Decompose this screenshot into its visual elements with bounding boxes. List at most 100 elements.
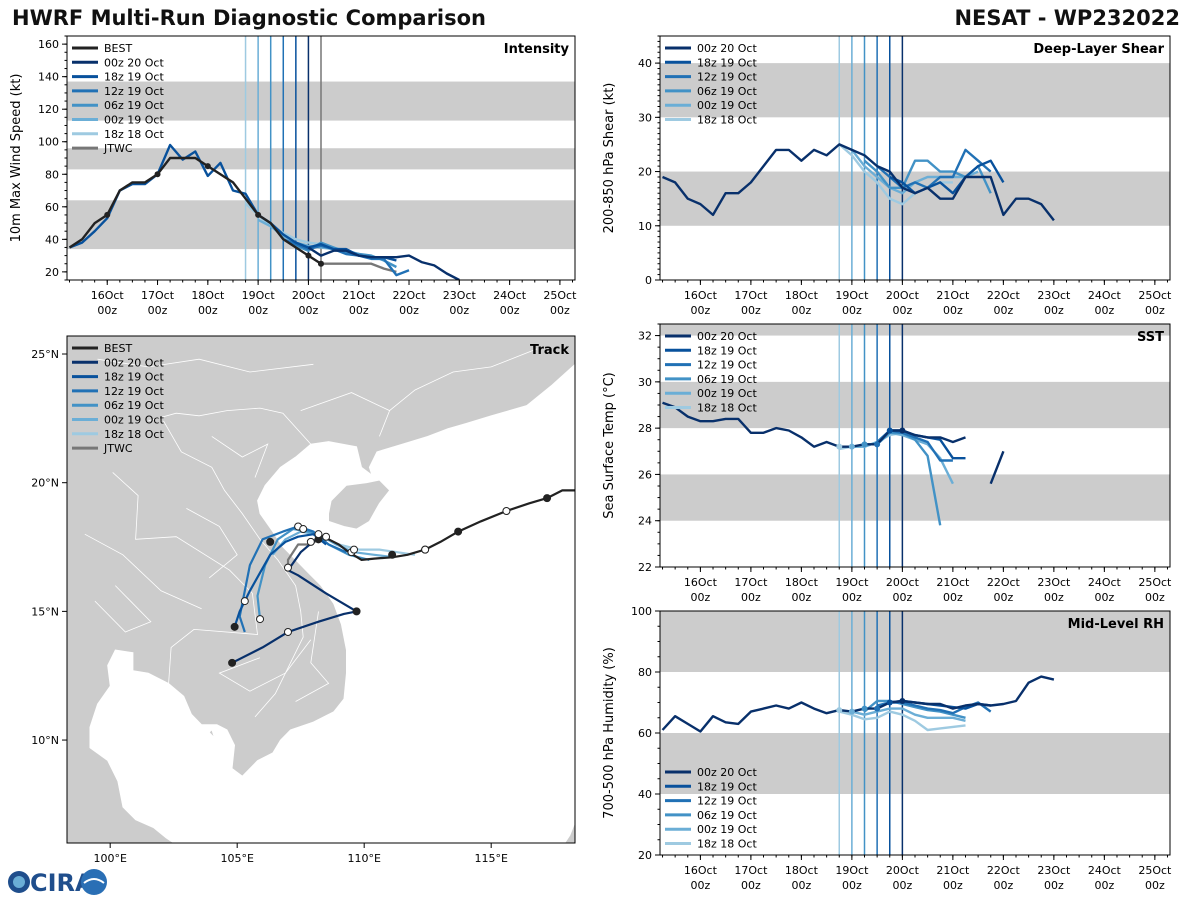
intensity-legend-label-2: 18z 19 Oct bbox=[104, 71, 164, 84]
intensity-xtick-hour-7: 00z bbox=[449, 304, 469, 317]
sst-xtick-hour-8: 00z bbox=[1094, 591, 1114, 604]
sst-panel: 22 24 26 28 30 32 16Oct 00z 17Oct 00z 18Oct 00z 19Oc… bbox=[602, 323, 1172, 604]
track-legend-label-1: 00z 20 Oct bbox=[104, 356, 164, 369]
intensity-point-7-19 bbox=[305, 252, 312, 259]
intensity-ytick-label-5: 120 bbox=[38, 103, 59, 116]
intensity-xtick-hour-3: 00z bbox=[248, 304, 268, 317]
sst-init-point-16 bbox=[861, 441, 868, 448]
track-marker-5-0 bbox=[350, 545, 359, 554]
track-ytick-label-1: 15°N bbox=[31, 605, 59, 618]
track-marker-0-0 bbox=[543, 494, 552, 503]
sst-init-point-17 bbox=[874, 441, 881, 448]
sst-series-0 bbox=[662, 401, 966, 448]
sst-xtick-hour-6: 00z bbox=[993, 591, 1013, 604]
rh-xtick-day-3: 19Oct bbox=[835, 864, 869, 877]
rh-xtick-hour-1: 00z bbox=[741, 879, 761, 892]
rh-series-3 bbox=[863, 699, 966, 719]
rh-init-point-17 bbox=[874, 705, 881, 712]
rh-legend-label-4: 00z 19 Oct bbox=[697, 823, 757, 836]
shear-band-0 bbox=[660, 171, 1170, 226]
shear-legend-label-2: 12z 19 Oct bbox=[697, 71, 757, 84]
intensity-xtick-hour-4: 00z bbox=[299, 304, 319, 317]
shear-xtick-hour-2: 00z bbox=[791, 304, 811, 317]
sst-band-1 bbox=[660, 381, 1170, 429]
track-marker-6-0 bbox=[421, 545, 430, 554]
province-border-11 bbox=[94, 585, 152, 633]
rh-xtick-day-7: 23Oct bbox=[1037, 864, 1071, 877]
rh-xtick-day-6: 22Oct bbox=[987, 864, 1021, 877]
intensity-ylabel: 10m Max Wind Speed (kt) bbox=[9, 74, 24, 243]
rh-init-point-14 bbox=[836, 707, 843, 714]
sst-legend-label-0: 00z 20 Oct bbox=[697, 330, 757, 343]
rh-xtick-day-4: 20Oct bbox=[886, 864, 920, 877]
track-xtick-label-1: 105°E bbox=[220, 852, 253, 865]
intensity-xtick-hour-1: 00z bbox=[148, 304, 168, 317]
track-ytick-label-0: 10°N bbox=[31, 734, 59, 747]
province-border-5 bbox=[186, 508, 238, 579]
track-ytick-label-3: 25°N bbox=[31, 348, 59, 361]
intensity-xtick-day-4: 20Oct bbox=[292, 289, 326, 302]
rh-xtick-day-5: 21Oct bbox=[936, 864, 970, 877]
rh-xtick-hour-8: 00z bbox=[1094, 879, 1114, 892]
intensity-xtick-day-2: 18Oct bbox=[191, 289, 225, 302]
shear-ytick-label-4: 40 bbox=[638, 57, 652, 70]
intensity-series-group bbox=[68, 143, 460, 280]
sst-xtick-hour-4: 00z bbox=[892, 591, 912, 604]
sst-legend-label-1: 18z 19 Oct bbox=[697, 344, 757, 357]
rh-panel: 20 40 60 80 100 16Oct 00z 17Oct 00z 18Oct 00z 19Oct… bbox=[602, 605, 1172, 892]
sst-xtick-day-9: 25Oct bbox=[1138, 576, 1172, 589]
rh-xtick-day-9: 25Oct bbox=[1138, 864, 1172, 877]
rh-xtick-hour-4: 00z bbox=[892, 879, 912, 892]
rh-init-point-19 bbox=[899, 697, 906, 704]
sst-xtick-day-2: 18Oct bbox=[785, 576, 819, 589]
intensity-xtick-day-1: 17Oct bbox=[141, 289, 175, 302]
sst-xtick-day-1: 17Oct bbox=[734, 576, 768, 589]
shear-legend-label-4: 00z 19 Oct bbox=[697, 99, 757, 112]
sst-legend-label-2: 12z 19 Oct bbox=[697, 359, 757, 372]
sst-legend-label-3: 06z 19 Oct bbox=[697, 373, 757, 386]
intensity-xtick-hour-8: 00z bbox=[500, 304, 520, 317]
track-marker-6-1 bbox=[322, 532, 331, 541]
track-legend-label-3: 12z 19 Oct bbox=[104, 385, 164, 398]
intensity-ytick-label-3: 80 bbox=[45, 168, 59, 181]
sst-legend-label-4: 00z 19 Oct bbox=[697, 387, 757, 400]
track-marker-1-2 bbox=[228, 658, 237, 667]
sst-xtick-hour-5: 00z bbox=[943, 591, 963, 604]
rh-legend-label-0: 00z 20 Oct bbox=[697, 766, 757, 779]
sst-init-point-19 bbox=[899, 427, 906, 434]
shear-xtick-hour-9: 00z bbox=[1145, 304, 1165, 317]
shear-panel: 0 10 20 30 40 16Oct 00z 17Oct 00z 18Oct 00z 19Oct 00… bbox=[602, 35, 1172, 317]
shear-series-2 bbox=[876, 148, 992, 190]
province-border-10 bbox=[97, 358, 314, 373]
sst-xtick-hour-3: 00z bbox=[842, 591, 862, 604]
sst-xtick-day-6: 22Oct bbox=[987, 576, 1021, 589]
sst-band-0 bbox=[660, 474, 1170, 521]
rh-series-5 bbox=[839, 710, 966, 732]
shear-ytick-label-2: 20 bbox=[638, 166, 652, 179]
province-border-9 bbox=[300, 392, 391, 437]
track-marker-4-1 bbox=[256, 615, 265, 624]
intensity-panel-title: Intensity bbox=[504, 42, 570, 57]
shear-ytick-label-1: 10 bbox=[638, 220, 652, 233]
intensity-point-7-11 bbox=[204, 163, 211, 170]
rh-legend-label-2: 12z 19 Oct bbox=[697, 795, 757, 808]
shear-xtick-hour-6: 00z bbox=[993, 304, 1013, 317]
rh-series-group bbox=[661, 675, 1055, 733]
intensity-xtick-day-0: 16Oct bbox=[91, 289, 125, 302]
rh-xtick-hour-6: 00z bbox=[993, 879, 1013, 892]
shear-xtick-hour-8: 00z bbox=[1094, 304, 1114, 317]
intensity-xtick-hour-6: 00z bbox=[399, 304, 419, 317]
intensity-ytick-label-1: 40 bbox=[45, 233, 59, 246]
shear-series-group bbox=[662, 143, 1055, 222]
shear-xtick-hour-1: 00z bbox=[741, 304, 761, 317]
shear-band-1 bbox=[660, 63, 1170, 118]
track-marker-2-1 bbox=[230, 622, 239, 631]
track-legend-label-0: BEST bbox=[104, 342, 132, 355]
shear-xtick-day-1: 17Oct bbox=[734, 289, 768, 302]
intensity-point-7-7 bbox=[154, 171, 161, 178]
track-legend-label-6: 18z 18 Oct bbox=[104, 428, 164, 441]
shear-xtick-day-2: 18Oct bbox=[785, 289, 819, 302]
shear-xtick-day-0: 16Oct bbox=[684, 289, 718, 302]
intensity-series-0 bbox=[68, 156, 322, 265]
shear-legend-label-3: 06z 19 Oct bbox=[697, 85, 757, 98]
